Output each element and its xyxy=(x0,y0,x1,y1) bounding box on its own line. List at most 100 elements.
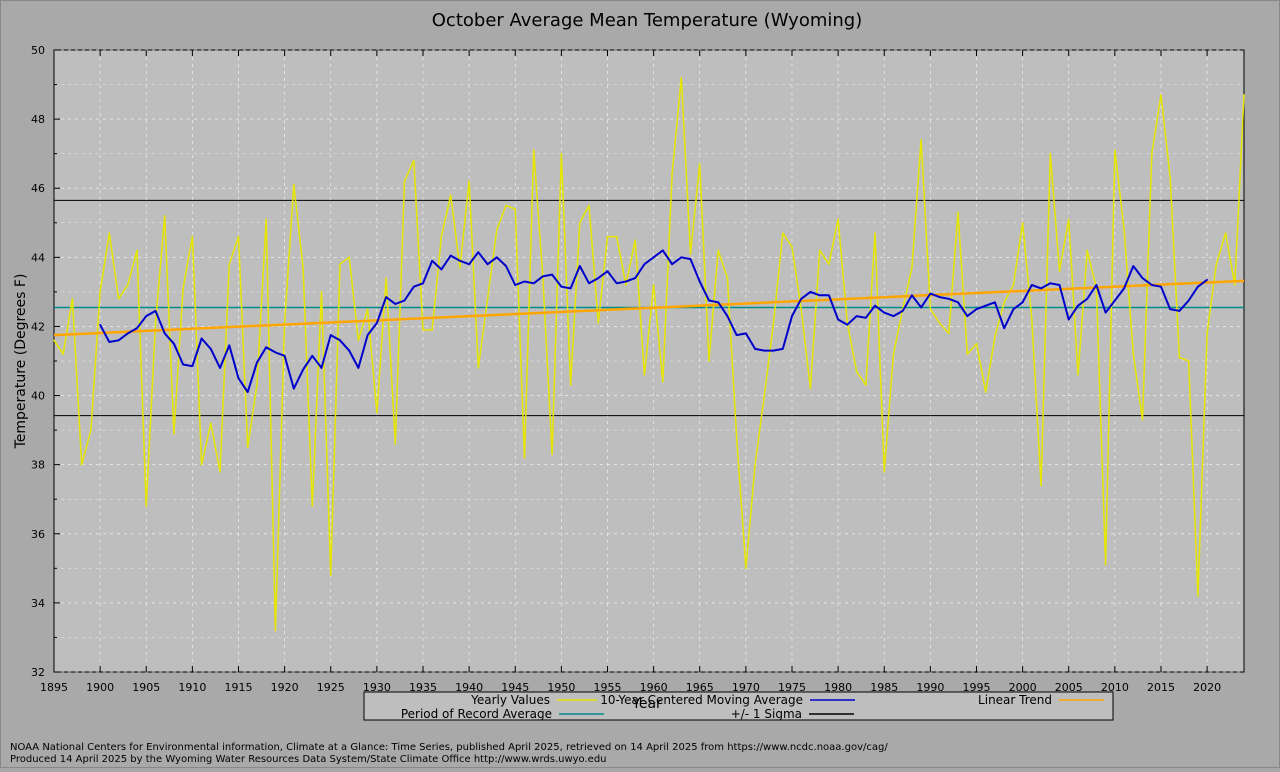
yearly-value-point xyxy=(477,367,480,369)
yearly-value-point xyxy=(920,139,922,141)
moving-average-point xyxy=(329,334,332,336)
x-tick-label: 1915 xyxy=(224,681,252,694)
x-tick-label: 1985 xyxy=(870,681,898,694)
moving-average-point xyxy=(431,259,434,262)
moving-average-point xyxy=(643,263,646,266)
legend-label: Period of Record Average xyxy=(401,707,552,721)
yearly-value-point xyxy=(246,446,249,449)
moving-average-point xyxy=(726,315,729,317)
moving-average-point xyxy=(966,315,969,317)
yearly-value-point xyxy=(182,287,184,290)
legend-label: +/- 1 Sigma xyxy=(731,707,802,721)
moving-average-point xyxy=(689,258,692,260)
moving-average-point xyxy=(551,273,553,276)
yearly-value-point xyxy=(348,256,350,259)
yearly-value-point xyxy=(302,266,304,269)
yearly-value-point xyxy=(938,322,941,324)
moving-average-point xyxy=(1040,287,1042,290)
grid-lines xyxy=(54,49,1244,673)
x-tick-label: 2020 xyxy=(1193,681,1221,694)
moving-average-point xyxy=(403,299,406,302)
moving-average-point xyxy=(588,282,590,285)
moving-average-point xyxy=(606,270,609,272)
yearly-value-point xyxy=(1233,284,1236,286)
moving-average-point xyxy=(569,287,572,290)
yearly-value-point xyxy=(652,284,655,286)
yearly-value-point xyxy=(53,339,55,342)
moving-average-point xyxy=(394,303,397,305)
yearly-value-point xyxy=(772,322,775,324)
moving-average-point xyxy=(1132,265,1135,267)
moving-average-point xyxy=(357,367,360,369)
moving-average-point xyxy=(1206,278,1208,281)
yearly-value-point xyxy=(126,284,129,286)
yearly-value-point xyxy=(329,574,332,577)
moving-average-point xyxy=(708,299,710,302)
yearly-value-point xyxy=(726,277,729,279)
yearly-value-point xyxy=(228,263,231,266)
moving-average-point xyxy=(1150,284,1153,286)
yearly-value-point xyxy=(210,422,212,425)
yearly-value-point xyxy=(145,505,148,507)
moving-average-point xyxy=(1141,277,1144,279)
yearly-value-point xyxy=(634,239,636,241)
data-series xyxy=(53,76,1245,632)
x-tick-label: 1965 xyxy=(686,681,714,694)
moving-average-point xyxy=(994,301,996,304)
moving-average-point xyxy=(320,367,323,369)
yearly-value-point xyxy=(1243,94,1245,96)
moving-average-point xyxy=(1123,287,1125,290)
moving-average-point xyxy=(477,251,480,253)
moving-average-point xyxy=(256,361,258,364)
y-tick-label: 38 xyxy=(31,459,45,472)
moving-average-point xyxy=(560,285,563,288)
moving-average-point xyxy=(809,291,812,293)
yearly-value-point xyxy=(625,284,627,286)
credits: NOAA National Centers for Environmental … xyxy=(10,742,888,766)
legend-label: Linear Trend xyxy=(978,693,1052,707)
yearly-value-point xyxy=(588,204,590,207)
moving-average-point xyxy=(864,317,867,319)
x-tick-label: 2005 xyxy=(1055,681,1083,694)
moving-average-point xyxy=(191,365,194,367)
moving-average-point xyxy=(145,315,148,317)
yearly-value-point xyxy=(1040,484,1042,487)
moving-average-point xyxy=(652,256,655,259)
moving-average-point xyxy=(781,348,784,350)
yearly-value-point xyxy=(883,470,886,473)
chart-title: October Average Mean Temperature (Wyomin… xyxy=(432,10,862,31)
moving-average-point xyxy=(1012,308,1015,310)
yearly-value-point xyxy=(357,339,360,342)
y-tick-label: 50 xyxy=(31,44,45,57)
x-tick-label: 1900 xyxy=(86,681,114,694)
yearly-value-point xyxy=(551,453,553,456)
moving-average-point xyxy=(126,332,129,335)
moving-average-point xyxy=(938,296,941,298)
moving-average-point xyxy=(523,280,526,283)
yearly-value-point xyxy=(809,387,812,390)
x-tick-label: 2015 xyxy=(1147,681,1175,694)
yearly-value-point xyxy=(800,308,803,310)
yearly-value-point xyxy=(745,567,747,570)
yearly-value-point xyxy=(1086,249,1088,252)
yearly-value-point xyxy=(828,263,830,266)
yearly-value-point xyxy=(929,308,932,310)
yearly-value-point xyxy=(615,235,618,238)
moving-average-point xyxy=(874,304,876,307)
moving-average-point xyxy=(440,268,443,271)
yearly-value-point xyxy=(735,436,738,438)
moving-average-point xyxy=(1031,284,1033,286)
y-tick-label: 48 xyxy=(31,113,45,126)
yearly-value-point xyxy=(394,443,397,445)
moving-average-point xyxy=(283,355,286,357)
moving-average-point xyxy=(1077,304,1079,307)
moving-average-point xyxy=(579,265,581,267)
moving-average-point xyxy=(1067,318,1070,321)
x-tick-label: 1935 xyxy=(409,681,437,694)
credits-line-1: NOAA National Centers for Environmental … xyxy=(10,742,888,753)
moving-average-point xyxy=(883,311,886,314)
yearly-value-point xyxy=(403,180,406,183)
moving-average-point xyxy=(182,363,184,366)
yearly-value-point xyxy=(1031,318,1033,321)
legend: Yearly Values 10-Year Centered Moving Ave… xyxy=(363,691,1114,721)
